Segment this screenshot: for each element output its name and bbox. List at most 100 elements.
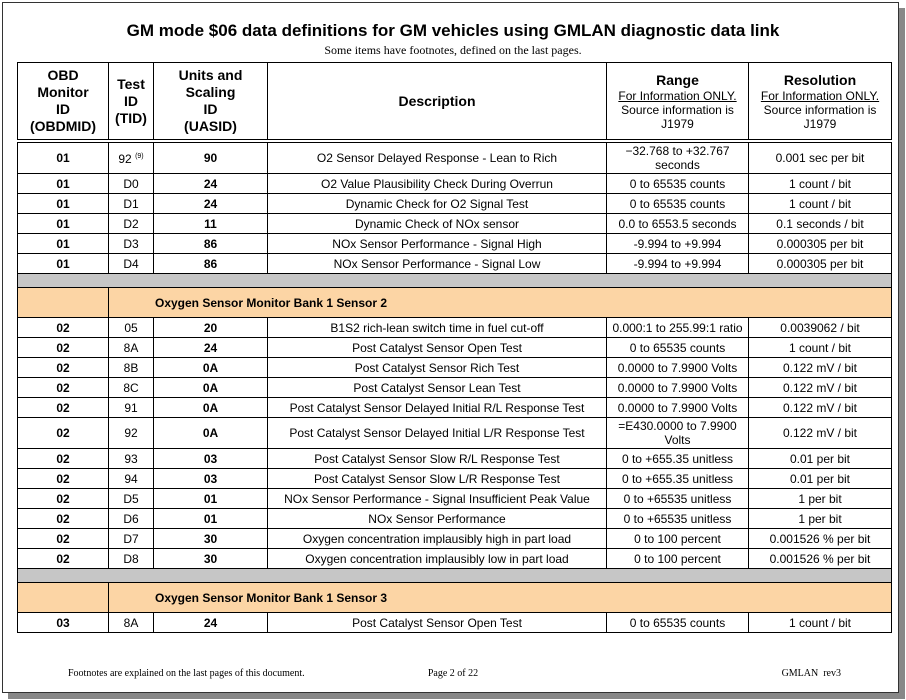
cell: D4 <box>108 253 154 274</box>
cell: 02 <box>17 397 109 418</box>
cell: 02 <box>17 468 109 489</box>
data-row: 02 91 0A Post Catalyst Sensor Delayed Initi… <box>17 397 892 418</box>
cell: 24 <box>153 337 268 358</box>
cell: NOx Sensor Performance <box>267 508 607 529</box>
table-body: 01 92 (9) 90 O2 Sensor Delayed Response - L… <box>17 140 892 633</box>
cell: Post Catalyst Sensor Rich Test <box>267 357 607 378</box>
cell: Oxygen concentration implausibly low in … <box>267 548 607 569</box>
cell: =E430.0000 to 7.9900 Volts <box>606 417 749 449</box>
cell: 0A <box>153 397 268 418</box>
cell: D8 <box>108 548 154 569</box>
cell: 24 <box>153 193 268 214</box>
data-row: 02 94 03 Post Catalyst Sensor Slow L/R Resp… <box>17 468 892 489</box>
section-row: Oxygen Sensor Monitor Bank 1 Sensor 2 <box>17 287 892 318</box>
cell: 02 <box>17 488 109 509</box>
cell: B1S2 rich-lean switch time in fuel cut-o… <box>267 317 607 338</box>
cell: 11 <box>153 213 268 234</box>
footer-center: Page 2 of 22 <box>427 668 479 679</box>
cell: 0.01 per bit <box>748 468 892 489</box>
cell: Dynamic Check of NOx sensor <box>267 213 607 234</box>
cell: 02 <box>17 417 109 449</box>
cell: 0.001526 % per bit <box>748 528 892 549</box>
cell: 03 <box>153 468 268 489</box>
cell: Post Catalyst Sensor Lean Test <box>267 377 607 398</box>
cell: 0 to 65535 counts <box>606 173 749 194</box>
cell: 0 to +65535 unitless <box>606 508 749 529</box>
cell: 01 <box>17 233 109 254</box>
section-blank <box>17 582 109 613</box>
cell: 1 count / bit <box>748 173 892 194</box>
cell: 0 to 100 percent <box>606 528 749 549</box>
cell: 0.01 per bit <box>748 448 892 469</box>
cell: 0A <box>153 357 268 378</box>
cell: 02 <box>17 337 109 358</box>
cell: 02 <box>17 448 109 469</box>
data-row: 02 D5 01 NOx Sensor Performance - Signal In… <box>17 488 892 509</box>
header-line: ID <box>124 92 138 109</box>
data-row: 02 8A 24 Post Catalyst Sensor Open Test 0 to… <box>17 337 892 358</box>
header-source: Source information is <box>763 102 877 117</box>
column-header: Description <box>267 62 607 143</box>
data-row: 01 D1 24 Dynamic Check for O2 Signal Test 0 … <box>17 193 892 214</box>
cell: Dynamic Check for O2 Signal Test <box>267 193 607 214</box>
cell: O2 Sensor Delayed Response - Lean to Ric… <box>267 140 607 174</box>
cell: 90 <box>153 140 268 174</box>
separator <box>17 568 892 583</box>
header-note: For Information ONLY. <box>618 88 737 103</box>
header-note: For Information ONLY. <box>760 88 880 103</box>
header-line: Monitor <box>37 84 89 100</box>
header-row: OBD Monitor ID (OBDMID) Test ID (TID) Units and… <box>17 62 892 143</box>
header-line: Description <box>398 92 476 109</box>
header-line: Units and <box>178 67 243 83</box>
cell: 91 <box>108 397 154 418</box>
cell: 0.122 mV / bit <box>748 397 892 418</box>
cell: 0.0 to 6553.5 seconds <box>606 213 749 234</box>
cell: 1 per bit <box>748 508 892 529</box>
cell: D3 <box>108 233 154 254</box>
header-source: J1979 <box>661 116 694 131</box>
cell: -9.994 to +9.994 <box>606 233 749 254</box>
column-header: Resolution For Information ONLY. Source in… <box>748 62 892 143</box>
cell: 0.1 seconds / bit <box>748 213 892 234</box>
cell: 94 <box>108 468 154 489</box>
cell: 0 to +655.35 unitless <box>606 468 749 489</box>
data-row: 02 93 03 Post Catalyst Sensor Slow R/L Resp… <box>17 448 892 469</box>
cell: 0.000:1 to 255.99:1 ratio <box>606 317 749 338</box>
cell: 03 <box>153 448 268 469</box>
cell: 8A <box>108 337 154 358</box>
cell: 01 <box>17 173 109 194</box>
cell: 02 <box>17 548 109 569</box>
header-line: Range <box>656 71 699 88</box>
data-row: 01 92 (9) 90 O2 Sensor Delayed Response - L… <box>17 140 892 174</box>
cell: 0.122 mV / bit <box>748 417 892 449</box>
cell: 0 to +65535 unitless <box>606 488 749 509</box>
cell: 8C <box>108 377 154 398</box>
header-line: OBD <box>47 67 79 83</box>
cell: 0.0000 to 7.9900 Volts <box>606 397 749 418</box>
cell: -9.994 to +9.994 <box>606 253 749 274</box>
cell: 0.001 sec per bit <box>748 140 892 174</box>
cell: D1 <box>108 193 154 214</box>
cell: −32.768 to +32.767 seconds <box>606 140 749 174</box>
separator-row <box>17 273 892 288</box>
data-row: 02 8B 0A Post Catalyst Sensor Rich Test 0.00… <box>17 357 892 378</box>
separator <box>17 273 892 288</box>
cell: 30 <box>153 528 268 549</box>
header-line: Scaling <box>185 84 236 100</box>
cell: Post Catalyst Sensor Slow R/L Response T… <box>267 448 607 469</box>
cell: 86 <box>153 253 268 274</box>
column-header: OBD Monitor ID (OBDMID) <box>17 62 109 143</box>
cell: 0 to 65535 counts <box>606 337 749 358</box>
data-row: 03 8A 24 Post Catalyst Sensor Open Test 0 to… <box>17 612 892 633</box>
cell: 01 <box>17 253 109 274</box>
cell: Post Catalyst Sensor Open Test <box>267 337 607 358</box>
column-header: Range For Information ONLY. Source informa… <box>606 62 749 143</box>
cell: 0.122 mV / bit <box>748 357 892 378</box>
header-line: (OBDMID) <box>29 118 97 134</box>
cell: 0A <box>153 377 268 398</box>
cell: 0A <box>153 417 268 449</box>
cell: 0.122 mV / bit <box>748 377 892 398</box>
title: GM mode $06 data definitions for GM vehi… <box>126 21 780 40</box>
table: OBD Monitor ID (OBDMID) Test ID (TID) Units and… <box>17 62 892 633</box>
cell: 01 <box>153 508 268 529</box>
